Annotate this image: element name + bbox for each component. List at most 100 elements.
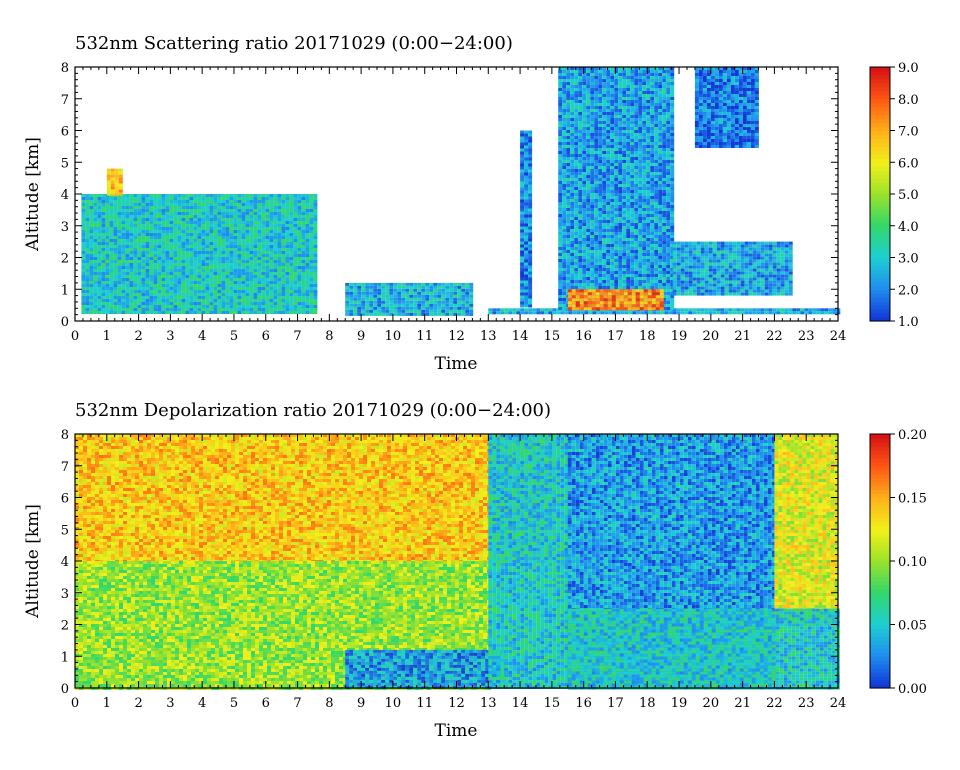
heatmap-cell — [780, 308, 784, 311]
heatmap-cell — [421, 286, 425, 289]
heatmap-cell — [237, 266, 241, 269]
heatmap-cell — [145, 299, 149, 302]
heatmap-cell — [221, 275, 225, 278]
heatmap-cell — [245, 236, 249, 239]
heatmap-cell — [233, 281, 237, 284]
heatmap-cell — [293, 275, 297, 278]
heatmap-cell — [113, 215, 117, 218]
heatmap-cell — [165, 311, 169, 314]
heatmap-cell — [622, 130, 626, 133]
heatmap-cell — [193, 197, 197, 200]
heatmap-cell — [97, 242, 101, 245]
heatmap-cell — [149, 284, 153, 287]
heatmap-cell — [181, 305, 185, 308]
heatmap-cell — [173, 218, 177, 221]
heatmap-cell — [638, 106, 642, 109]
heatmap-cell — [566, 172, 570, 175]
heatmap-cell — [405, 292, 409, 295]
heatmap-cell — [654, 196, 658, 199]
heatmap-cell — [582, 73, 586, 76]
heatmap-cell — [149, 230, 153, 233]
heatmap-cell — [165, 302, 169, 305]
heatmap-cell — [449, 295, 453, 298]
heatmap-cell — [578, 82, 582, 85]
heatmap-cell — [578, 193, 582, 196]
heatmap-cell — [121, 296, 125, 299]
heatmap-cell — [634, 202, 638, 205]
heatmap-cell — [153, 248, 157, 251]
heatmap-cell — [107, 184, 111, 187]
heatmap-cell — [570, 91, 574, 94]
heatmap-cell — [602, 157, 606, 160]
heatmap-cell — [285, 209, 289, 212]
heatmap-cell — [562, 202, 566, 205]
heatmap-cell — [405, 304, 409, 307]
heatmap-cell — [201, 206, 205, 209]
heatmap-cell — [520, 272, 524, 275]
heatmap-cell — [662, 199, 666, 202]
heatmap-cell — [289, 272, 293, 275]
heatmap-cell — [504, 308, 508, 311]
heatmap-cell — [578, 124, 582, 127]
heatmap-cell — [461, 307, 465, 310]
heatmap-cell — [253, 236, 257, 239]
heatmap-cell — [528, 161, 532, 164]
heatmap-cell — [173, 212, 177, 215]
heatmap-cell — [189, 224, 193, 227]
heatmap-cell — [121, 302, 125, 305]
heatmap-cell — [161, 197, 165, 200]
heatmap-cell — [816, 308, 820, 311]
heatmap-cell — [654, 88, 658, 91]
heatmap-cell — [598, 91, 602, 94]
heatmap-cell — [201, 278, 205, 281]
heatmap-cell — [281, 281, 285, 284]
heatmap-cell — [457, 295, 461, 298]
heatmap-cell — [566, 169, 570, 172]
heatmap-cell — [658, 112, 662, 115]
heatmap-cell — [614, 181, 618, 184]
heatmap-cell — [696, 308, 700, 311]
heatmap-cell — [606, 139, 610, 142]
heatmap-cell — [293, 209, 297, 212]
heatmap-cell — [520, 173, 524, 176]
heatmap-cell — [558, 118, 562, 121]
heatmap-cell — [197, 299, 201, 302]
heatmap-cell — [297, 302, 301, 305]
heatmap-cell — [269, 242, 273, 245]
heatmap-cell — [221, 305, 225, 308]
heatmap-cell — [654, 70, 658, 73]
heatmap-cell — [626, 169, 630, 172]
heatmap-cell — [229, 212, 233, 215]
heatmap-cell — [670, 127, 674, 130]
heatmap-cell — [217, 278, 221, 281]
heatmap-cell — [413, 289, 417, 292]
heatmap-cell — [129, 227, 133, 230]
heatmap-cell — [213, 302, 217, 305]
heatmap-cell — [265, 194, 269, 197]
heatmap-cell — [245, 299, 249, 302]
heatmap-cell — [119, 178, 123, 181]
heatmap-cell — [193, 233, 197, 236]
heatmap-cell — [349, 304, 353, 307]
heatmap-cell — [670, 124, 674, 127]
heatmap-cell — [109, 197, 113, 200]
heatmap-cell — [666, 190, 670, 193]
heatmap-cell — [249, 200, 253, 203]
heatmap-cell — [241, 257, 245, 260]
heatmap-cell — [616, 311, 620, 314]
heatmap-cell — [562, 79, 566, 82]
heatmap-cell — [269, 218, 273, 221]
heatmap-cell — [642, 175, 646, 178]
heatmap-cell — [161, 230, 165, 233]
heatmap-cell — [173, 287, 177, 290]
heatmap-cell — [578, 202, 582, 205]
heatmap-cell — [129, 290, 133, 293]
heatmap-cell — [297, 200, 301, 203]
heatmap-cell — [528, 311, 532, 314]
heatmap-cell — [281, 263, 285, 266]
heatmap-cell — [253, 245, 257, 248]
heatmap-cell — [289, 227, 293, 230]
heatmap-cell — [113, 302, 117, 305]
heatmap-cell — [181, 293, 185, 296]
heatmap-cell — [582, 154, 586, 157]
